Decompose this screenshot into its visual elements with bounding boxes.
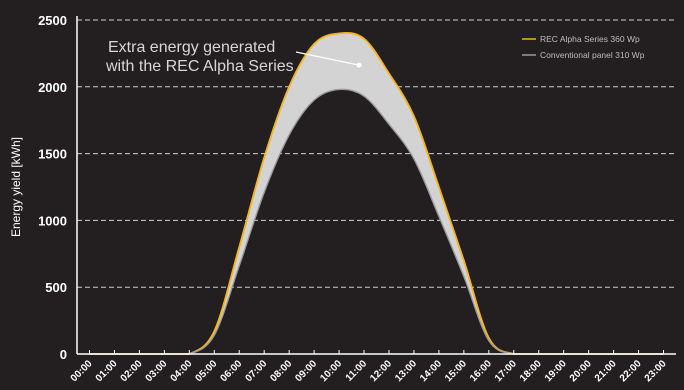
x-tick-label: 11:00 (344, 358, 370, 384)
x-tick-label: 22:00 (618, 358, 644, 384)
annotation: Extra energy generated with the REC Alph… (105, 39, 362, 75)
x-tick-label: 21:00 (593, 358, 619, 384)
x-tick-label: 07:00 (243, 358, 269, 384)
x-tick-label: 06:00 (218, 358, 244, 384)
y-tick-label: 2000 (38, 80, 67, 95)
annotation-leader-line (295, 51, 360, 66)
y-axis-label: Energy yield [kWh] (9, 137, 23, 237)
annotation-line-1: Extra energy generated (108, 39, 275, 56)
x-tick-label: 19:00 (543, 358, 569, 384)
x-tick-label: 00:00 (69, 358, 95, 384)
annotation-line-2: with the REC Alpha Series (105, 58, 294, 75)
x-tick-label: 13:00 (393, 358, 419, 384)
x-tick-label: 12:00 (368, 358, 394, 384)
x-tick-label: 05:00 (194, 358, 220, 384)
y-tick-label: 2500 (38, 13, 67, 28)
x-tick-label: 09:00 (293, 358, 319, 384)
legend-label-rec-alpha: REC Alpha Series 360 Wp (540, 34, 640, 44)
legend: REC Alpha Series 360 Wp Conventional pan… (522, 34, 645, 60)
x-tick-label: 16:00 (468, 358, 494, 384)
gridlines (77, 19, 676, 288)
legend-label-conventional: Conventional panel 310 Wp (540, 50, 645, 60)
series-line-conventional (89, 88, 664, 355)
x-tick-label: 14:00 (418, 358, 444, 384)
x-tick-label: 23:00 (643, 358, 669, 384)
x-tick-label: 20:00 (568, 358, 594, 384)
x-tick-label: 18:00 (518, 358, 544, 384)
x-tick-label: 15:00 (443, 358, 469, 384)
y-tick-label: 1500 (38, 147, 67, 162)
x-tick-label: 17:00 (493, 358, 519, 384)
x-tick-labels: 00:00 01:00 02:00 03:00 04:00 05:00 06:00 07:00… (69, 350, 669, 384)
x-tick-label: 03:00 (144, 358, 170, 384)
annotation-point (356, 62, 362, 68)
x-tick-label: 01:00 (94, 358, 120, 384)
x-tick-label: 08:00 (268, 358, 294, 384)
y-tick-label: 0 (60, 347, 67, 362)
x-tick-label: 02:00 (119, 358, 145, 384)
y-tick-label: 500 (45, 280, 67, 295)
y-tick-label: 1000 (38, 213, 67, 228)
extra-energy-area (89, 32, 664, 354)
x-tick-label: 10:00 (318, 358, 344, 384)
y-tick-labels: 0 500 1000 1500 2000 2500 (38, 13, 67, 362)
x-tick-label: 04:00 (169, 358, 195, 384)
